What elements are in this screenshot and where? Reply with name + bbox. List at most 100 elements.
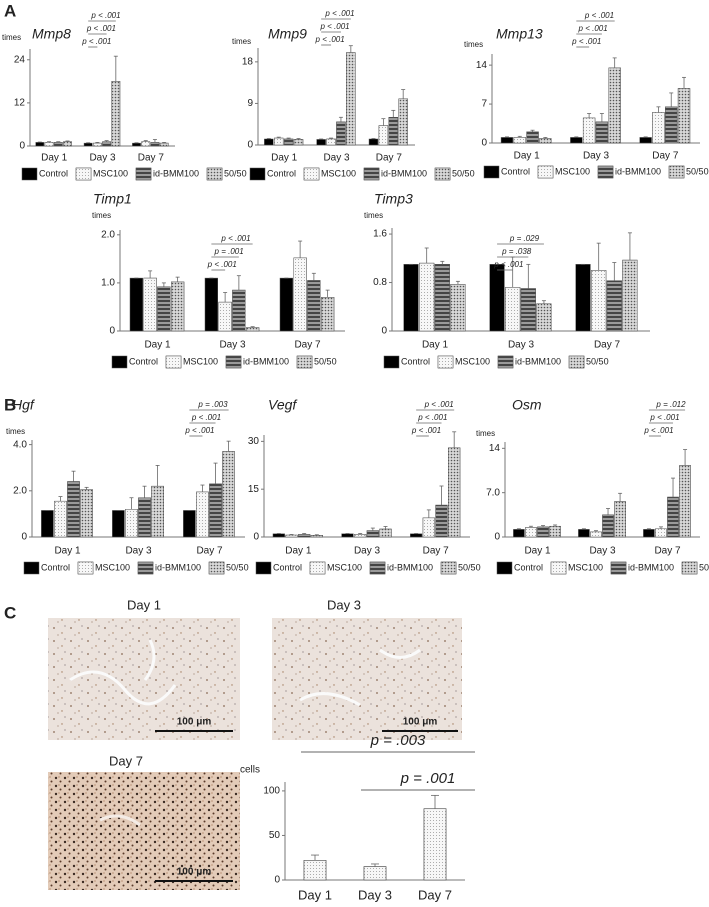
bar-texture <box>111 81 121 147</box>
chart-title: Mmp8 <box>32 26 71 42</box>
bar-texture <box>63 141 72 147</box>
legend-label: id-BMM100 <box>387 562 433 572</box>
bar-texture <box>150 142 160 147</box>
bar-texture <box>665 106 678 144</box>
y-tick-label: 12 <box>14 98 26 109</box>
bar-texture <box>143 277 157 332</box>
bar-texture <box>450 284 466 332</box>
legend-swatch-texture <box>363 167 380 181</box>
legend-swatch <box>483 165 500 179</box>
y-tick-label: 0 <box>494 532 500 543</box>
legend-swatch-texture <box>537 165 554 179</box>
micrograph <box>272 618 462 740</box>
legend-label: 50/50 <box>224 168 247 178</box>
panel-label: A <box>4 1 16 20</box>
legend-swatch-texture <box>206 167 223 181</box>
bar-texture <box>53 142 63 147</box>
legend-label: 50/50 <box>586 356 609 366</box>
legend-swatch-texture <box>296 355 313 369</box>
legend-label: id-BMM100 <box>628 562 674 572</box>
bar-texture <box>655 528 667 538</box>
x-tick-label: Day 3 <box>125 546 152 557</box>
legend-label: 50/50 <box>686 166 709 176</box>
bar <box>368 138 379 146</box>
legend-label: MSC100 <box>95 562 130 572</box>
scale-bar-label: 100 μm <box>403 717 438 728</box>
p-value: p < .001 <box>81 37 111 46</box>
p-value: p < .001 <box>315 35 345 44</box>
legend-swatch-texture <box>681 561 698 575</box>
x-tick-label: Day 1 <box>514 151 541 162</box>
x-tick-label: Day 3 <box>89 153 116 164</box>
p-value: p = .001 <box>400 770 456 787</box>
legend-label: MSC100 <box>321 168 356 178</box>
bar-texture <box>595 121 609 144</box>
p-value: p = .038 <box>501 247 532 256</box>
legend-swatch-texture <box>137 561 154 575</box>
y-tick-label: 14 <box>476 60 488 71</box>
y-tick-label: 24 <box>14 54 26 65</box>
p-value: p < .001 <box>578 24 608 33</box>
bar-texture <box>602 514 614 538</box>
x-tick-label: Day 1 <box>524 546 551 557</box>
bar <box>578 529 590 538</box>
micrograph-detail <box>99 814 141 827</box>
y-tick-label: 0 <box>481 138 487 149</box>
micrograph-title: Day 3 <box>327 597 361 612</box>
y-axis-label: times <box>232 37 251 46</box>
p-value: p < .001 <box>424 400 454 409</box>
legend-label: 50/50 <box>314 356 337 366</box>
x-tick-label: Day 1 <box>298 887 332 902</box>
bar-texture <box>378 125 389 146</box>
bar-texture <box>419 262 435 332</box>
panel-label: B <box>4 395 16 414</box>
y-tick-label: 0 <box>19 141 25 152</box>
y-tick-label: 14 <box>489 443 501 454</box>
legend-label: id-BMM100 <box>243 356 289 366</box>
y-tick-label: 1.6 <box>373 229 387 240</box>
legend-label: Control <box>514 562 543 572</box>
bar-texture <box>303 860 327 881</box>
bar-texture <box>590 531 602 538</box>
legend-label: MSC100 <box>568 562 603 572</box>
bar <box>279 277 293 332</box>
x-tick-label: Day 3 <box>583 151 610 162</box>
legend-label: id-BMM100 <box>381 168 427 178</box>
legend-label: MSC100 <box>327 562 362 572</box>
bar-texture <box>157 286 171 332</box>
p-value: p < .001 <box>86 24 116 33</box>
bar-texture <box>614 501 626 538</box>
legend-swatch-texture <box>668 165 685 179</box>
bar <box>264 138 274 146</box>
bar-texture <box>677 88 691 144</box>
bar <box>403 264 419 332</box>
bar-texture <box>196 491 209 538</box>
legend-label: Control <box>401 356 430 366</box>
bar-texture <box>448 447 461 538</box>
p-value: p < .001 <box>319 22 349 31</box>
bar <box>316 139 326 146</box>
y-tick-label: 50 <box>269 830 281 841</box>
bar-texture <box>679 465 691 538</box>
panel-label: C <box>4 603 16 622</box>
legend-label: 50/50 <box>226 562 249 572</box>
bar <box>500 137 514 144</box>
bar-texture <box>608 67 621 144</box>
y-tick-label: 2.0 <box>13 485 27 496</box>
bar-texture <box>293 139 304 146</box>
bar-texture <box>102 141 111 147</box>
legend-label: Control <box>129 356 158 366</box>
x-tick-label: Day 7 <box>423 546 450 557</box>
bar-texture <box>171 281 185 332</box>
legend-swatch-texture <box>610 561 627 575</box>
y-tick-label: 15 <box>248 484 260 495</box>
micrograph <box>48 772 240 890</box>
bar-texture <box>346 52 356 146</box>
bar-texture <box>298 534 311 538</box>
y-tick-label: 100 <box>263 786 280 797</box>
bar <box>83 142 93 147</box>
legend-swatch-texture <box>434 167 451 181</box>
bar-texture <box>80 489 93 538</box>
bar <box>643 529 655 538</box>
bar-texture <box>285 534 298 538</box>
